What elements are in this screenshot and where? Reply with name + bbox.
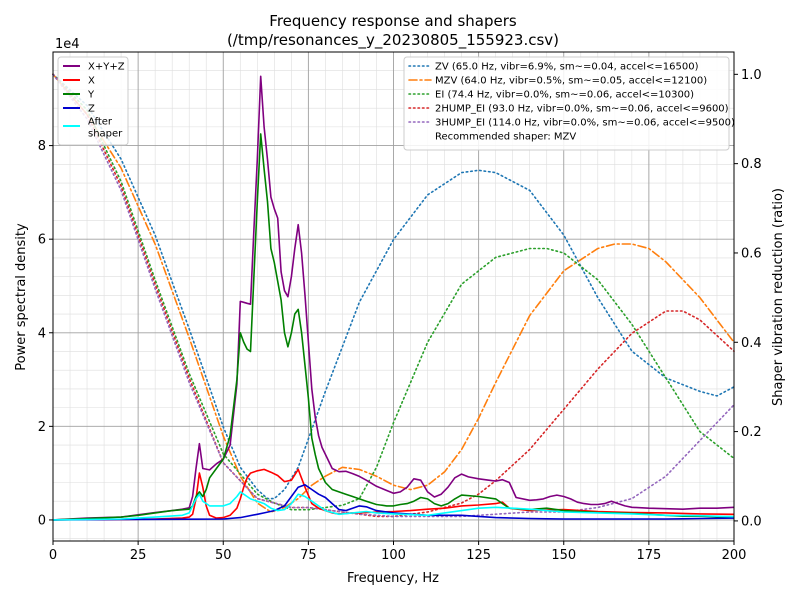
shaper-line-2 [52,73,735,511]
shaper-line-3 [52,73,735,518]
y-tick-label: 0 [38,513,46,528]
psd-line-3 [52,484,735,521]
shaper-legend-box [403,56,730,151]
y-tick-label: 4 [38,326,46,341]
x-tick-label: 175 [636,548,661,563]
x-tick-label: 50 [215,548,232,563]
x-tick-label: 0 [49,548,57,563]
x-tick-label: 125 [466,548,491,563]
chart-title: Frequency response and shapers [269,12,517,30]
y2-tick-label: 1.0 [741,68,762,83]
shaper-lines [52,73,735,518]
shaper-legend-label: 3HUMP_EI (114.0 Hz, vibr=0.0%, sm~=0.06,… [435,118,735,129]
x-tick-label: 25 [130,548,147,563]
y-axis-label: Power spectral density [14,223,29,371]
y2-axis-label: Shaper vibration reduction (ratio) [771,188,786,406]
psd-legend-label: Z [88,104,95,115]
x-tick-label: 150 [551,548,576,563]
y2-tick-label: 0.0 [741,514,762,529]
psd-line-4 [52,491,735,521]
y2-tick-label: 0.4 [741,336,762,351]
psd-line-1 [52,468,735,521]
y-tick-label: 2 [38,420,46,435]
shaper-legend-label: 2HUMP_EI (93.0 Hz, vibr=0.0%, sm~=0.06, … [435,104,729,115]
recommended-shaper-text: Recommended shaper: MZV [435,132,576,143]
psd-line-0 [52,75,735,521]
shaper-legend: ZV (65.0 Hz, vibr=6.9%, sm~=0.04, accel<… [403,56,735,151]
y2-tick-label: 0.6 [741,246,762,261]
x-tick-label: 100 [381,548,406,563]
psd-lines [52,75,735,521]
chart-subtitle: (/tmp/resonances_y_20230805_155923.csv) [227,31,559,50]
psd-legend-label: X [88,76,95,87]
shaper-line-1 [52,73,735,513]
shaper-legend-label: MZV (64.0 Hz, vibr=0.5%, sm~=0.05, accel… [435,76,707,87]
x-tick-label: 75 [300,548,317,563]
y2-tick-label: 0.8 [741,157,762,172]
y2-tick-label: 0.2 [741,425,762,440]
psd-legend-label: X+Y+Z [88,62,125,73]
psd-legend-label: shaper [88,129,123,140]
x-tick-label: 200 [722,548,747,563]
psd-legend-label: After [88,117,113,128]
y-scale-label: 1e4 [55,37,80,52]
axis-ticks: 0 25 50 75 100 125 150 175 200 0 2 4 6 8 0.0 0.2 0.4 0.6 0… [38,68,762,563]
shaper-legend-label: ZV (65.0 Hz, vibr=6.9%, sm~=0.04, accel<… [435,62,699,73]
shaper-line-0 [52,73,735,500]
shaper-legend-label: EI (74.4 Hz, vibr=0.0%, sm~=0.06, accel<… [435,90,694,101]
x-axis-label: Frequency, Hz [347,571,439,586]
plot-frame [52,51,735,542]
y-tick-label: 6 [38,233,46,248]
shaper-line-4 [52,73,735,518]
y-tick-label: 8 [38,139,46,154]
psd-legend-label: Y [87,90,95,101]
